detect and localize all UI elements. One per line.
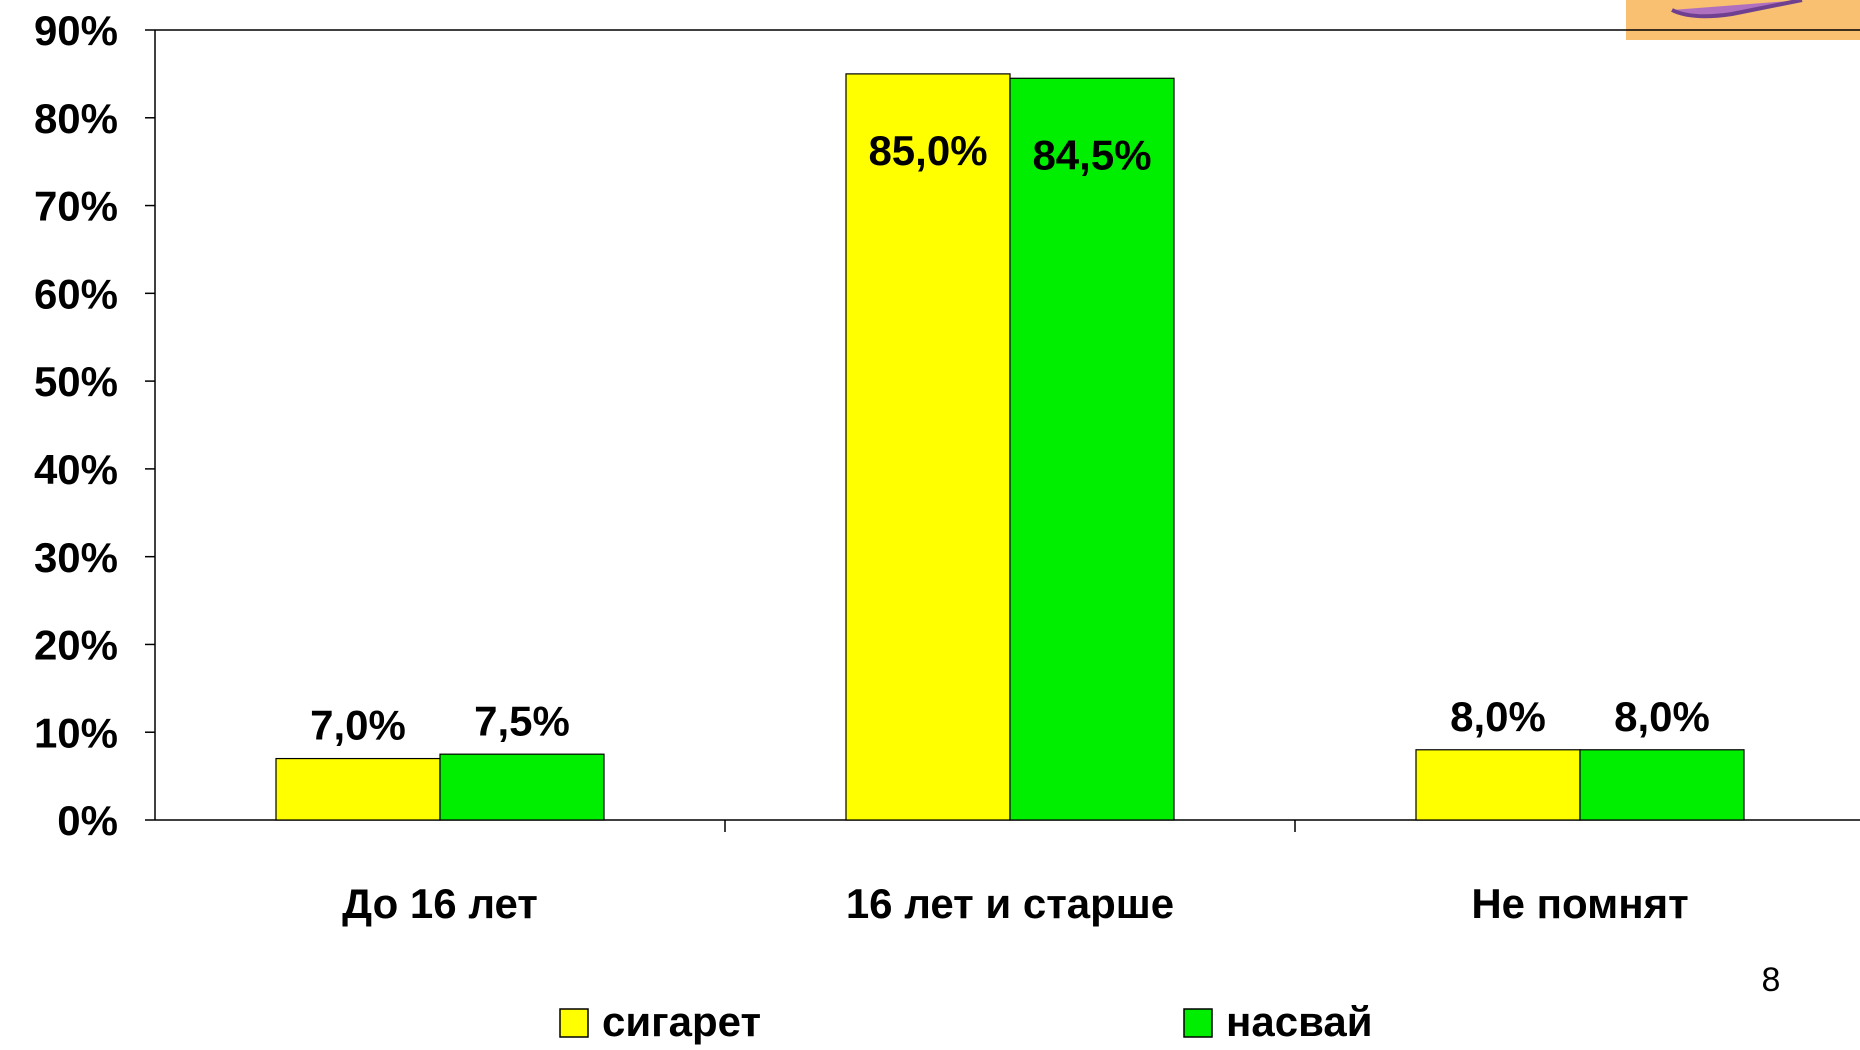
data-label: 8,0% [1614,693,1710,740]
x-tick-label: Не помнят [1471,880,1688,927]
y-tick-label: 0% [57,797,118,844]
bar [845,73,1011,821]
bar [275,757,441,821]
x-tick-label: До 16 лет [342,880,538,927]
bar [1579,749,1745,821]
y-tick-label: 10% [34,709,118,756]
data-label: 7,0% [310,702,406,749]
bar [1415,749,1581,821]
y-tick-label: 30% [34,534,118,581]
bar [439,753,605,821]
y-tick-label: 90% [34,7,118,54]
y-tick-label: 40% [34,446,118,493]
data-label: 7,5% [474,697,570,744]
legend-label: насвай [1226,998,1373,1045]
data-label: 84,5% [1032,131,1151,178]
legend-swatch [1183,1008,1213,1038]
data-label: 85,0% [868,127,987,174]
legend-label: сигарет [602,998,761,1045]
legend-swatch [559,1008,589,1038]
bar [1009,77,1175,821]
x-tick-label: 16 лет и старше [846,880,1174,927]
y-tick-label: 70% [34,183,118,230]
y-tick-label: 60% [34,270,118,317]
decor-image-figure [1671,0,1803,19]
data-label: 8,0% [1450,693,1546,740]
y-tick-label: 80% [34,95,118,142]
y-tick-label: 50% [34,358,118,405]
page-number: 8 [1762,961,1781,999]
y-tick-label: 20% [34,622,118,669]
